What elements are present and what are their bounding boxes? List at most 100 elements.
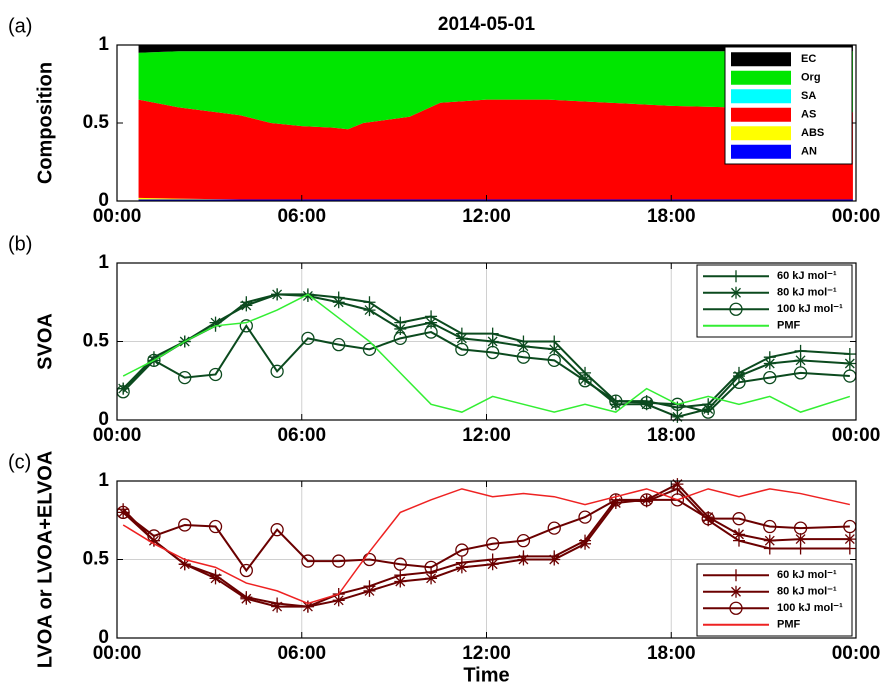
marker [239,319,253,333]
legend: 60 kJ mol⁻¹ 80 kJ mol⁻¹ 100 kJ mol⁻¹ PMF [696,563,853,637]
marker [702,511,715,524]
legend-swatch [731,89,791,104]
y-tick-label: 0 [98,190,109,211]
marker [270,364,284,378]
marker [362,342,377,357]
marker [671,478,684,491]
marker [578,374,592,388]
legend: 60 kJ mol⁻¹ 80 kJ mol⁻¹ 100 kJ mol⁻¹ PMF [696,264,853,338]
x-tick-label: 12:00 [462,206,511,227]
legend: EC Org SA AS ABS AN [724,46,853,165]
line [122,323,850,414]
marker [147,529,161,543]
y-tick-label: 0.5 [83,331,110,352]
marker [239,563,253,578]
line [122,482,850,608]
marker [702,403,715,416]
legend-label: 80 kJ mol⁻¹ [777,586,837,598]
marker [301,331,315,346]
marker [670,397,685,411]
marker [425,316,438,329]
line [122,498,850,573]
marker [301,289,314,302]
marker [424,560,438,574]
line [122,293,851,413]
marker [794,533,807,546]
marker [301,600,314,613]
marker [516,350,531,364]
legend-label: EC [801,53,816,65]
marker [639,396,654,410]
x-tick-label: 00:00 [832,425,881,446]
marker [363,584,376,597]
marker [240,592,253,605]
marker [393,557,407,571]
legend-marker [730,286,742,299]
legend-swatch [731,126,791,141]
marker [117,506,130,519]
marker [609,398,622,411]
marker [209,316,222,329]
marker [793,366,808,380]
x-tick-label: 00:00 [93,425,142,446]
marker [455,561,468,574]
legend-marker [730,569,742,582]
legend-label: AN [801,146,817,158]
marker [208,519,223,534]
marker [394,322,407,335]
area [138,51,853,130]
marker [763,357,776,370]
marker [271,600,284,613]
legend-label: 60 kJ mol⁻¹ [777,569,837,581]
legend-label: SA [801,90,816,102]
marker [240,299,253,312]
marker [271,288,284,301]
panel-label: (b) [8,233,32,255]
marker [579,537,592,550]
marker [208,367,223,382]
line [122,293,850,409]
legend-marker [729,302,743,316]
x-tick-label: 00:00 [93,206,142,227]
marker [548,343,561,356]
line [122,293,850,418]
y-tick-label: 0 [98,409,109,430]
marker [455,332,468,345]
marker [639,493,654,507]
marker [517,340,530,353]
marker [763,534,776,547]
legend-marker [730,270,742,283]
marker [579,373,592,386]
marker [763,370,777,385]
x-tick-label: 00:00 [93,643,142,664]
line [122,488,851,605]
marker [455,342,469,357]
legend-label: AS [801,109,816,121]
x-tick-label: 06:00 [277,206,326,227]
legend-swatch [731,107,791,122]
x-tick-label: 00:00 [832,643,881,664]
panel-label: (a) [8,15,32,37]
panel-label: (c) [8,451,31,473]
x-tick-label: 12:00 [462,643,511,664]
marker [670,493,685,507]
x-tick-label: 12:00 [462,425,511,446]
y-tick-label: 1 [98,470,109,491]
marker [486,335,499,348]
x-tick-label: 06:00 [277,425,326,446]
legend-label: 60 kJ mol⁻¹ [777,270,837,282]
marker [332,337,346,352]
marker [332,296,345,309]
marker [609,493,623,507]
marker [516,534,531,548]
marker [517,553,530,566]
marker [301,554,315,568]
marker [332,554,346,568]
marker [394,575,407,588]
legend-label: 100 kJ mol⁻¹ [777,602,843,614]
marker [843,533,856,546]
y-tick-label: 0.5 [83,549,110,570]
area [138,45,853,53]
marker [393,331,407,346]
